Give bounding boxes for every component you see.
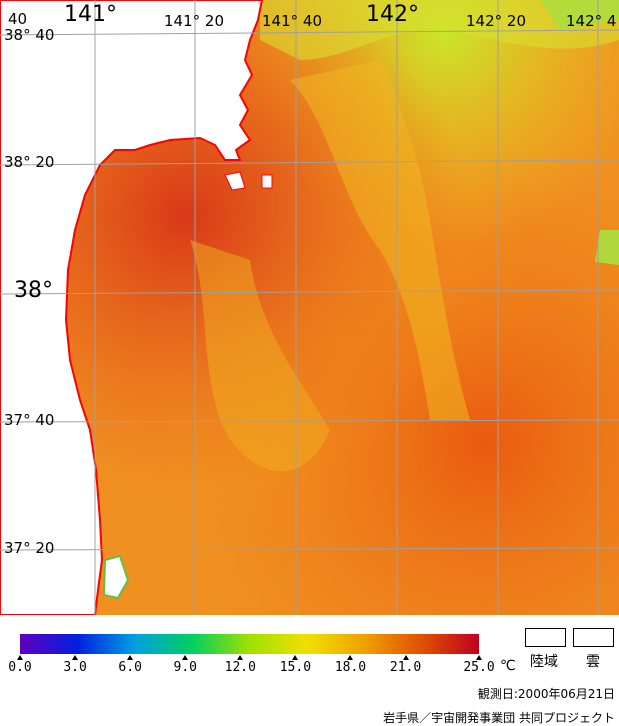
latitude-label: 38° 40 xyxy=(4,26,55,44)
scale-tick-label: 9.0 xyxy=(173,660,197,675)
land-patch xyxy=(102,554,130,600)
scale-tick-label: 3.0 xyxy=(63,660,87,675)
cool-water-band xyxy=(190,240,330,472)
scale-tick-mark xyxy=(182,655,189,660)
scale-tick-mark xyxy=(127,655,134,660)
observation-date: 観測日:2000年06月21日 xyxy=(477,687,615,701)
longitude-label: 141° 40 xyxy=(262,12,322,30)
scale-tick-mark xyxy=(476,655,482,660)
land-area xyxy=(0,0,264,615)
cold-water-patch xyxy=(595,230,619,265)
longitude-label: 141° xyxy=(64,2,117,27)
scale-tick-mark xyxy=(347,655,354,660)
scale-tick-mark xyxy=(237,655,244,660)
land-patch xyxy=(224,171,246,191)
scale-tick-mark xyxy=(402,655,409,660)
scale-tick-label: 15.0 xyxy=(279,660,312,675)
cloud-legend-swatch xyxy=(573,628,614,647)
land-legend-label: 陸域 xyxy=(530,654,558,670)
sst-map xyxy=(0,0,619,615)
scale-tick-label: 6.0 xyxy=(118,660,142,675)
latitude-label: 38° 20 xyxy=(4,153,55,171)
scale-tick-mark xyxy=(72,655,79,660)
credit-text: 岩手県／宇宙開発事業団 共同プロジェクト xyxy=(383,711,615,725)
temperature-color-scale xyxy=(20,634,479,654)
unit-label: ℃ xyxy=(500,658,516,674)
latitude-label: 38° xyxy=(14,278,53,303)
longitude-label: 142° 20 xyxy=(466,12,526,30)
scale-tick-label: 18.0 xyxy=(334,660,367,675)
scale-tick-label: 0.0 xyxy=(8,660,32,675)
longitude-label: 142° xyxy=(366,2,419,27)
latitude-label: 37° 20 xyxy=(4,539,55,557)
longitude-label: 141° 20 xyxy=(164,12,224,30)
cloud-legend-label: 雲 xyxy=(586,654,600,670)
scale-tick-mark xyxy=(17,655,23,660)
cold-water-patch xyxy=(260,0,619,60)
corner-label: 40 xyxy=(8,10,28,28)
scale-tick-mark xyxy=(292,655,299,660)
cool-water-band xyxy=(290,60,470,420)
land-patch xyxy=(261,174,273,189)
scale-tick-label: 25.0 xyxy=(463,660,495,675)
graticule xyxy=(0,0,619,615)
land-legend-swatch xyxy=(525,628,566,647)
scale-tick-label: 12.0 xyxy=(224,660,256,675)
longitude-label: 142° 4 xyxy=(566,12,617,30)
latitude-label: 37° 40 xyxy=(4,411,55,429)
cold-water-patch xyxy=(540,0,619,30)
scale-tick-label: 21.0 xyxy=(389,660,422,675)
